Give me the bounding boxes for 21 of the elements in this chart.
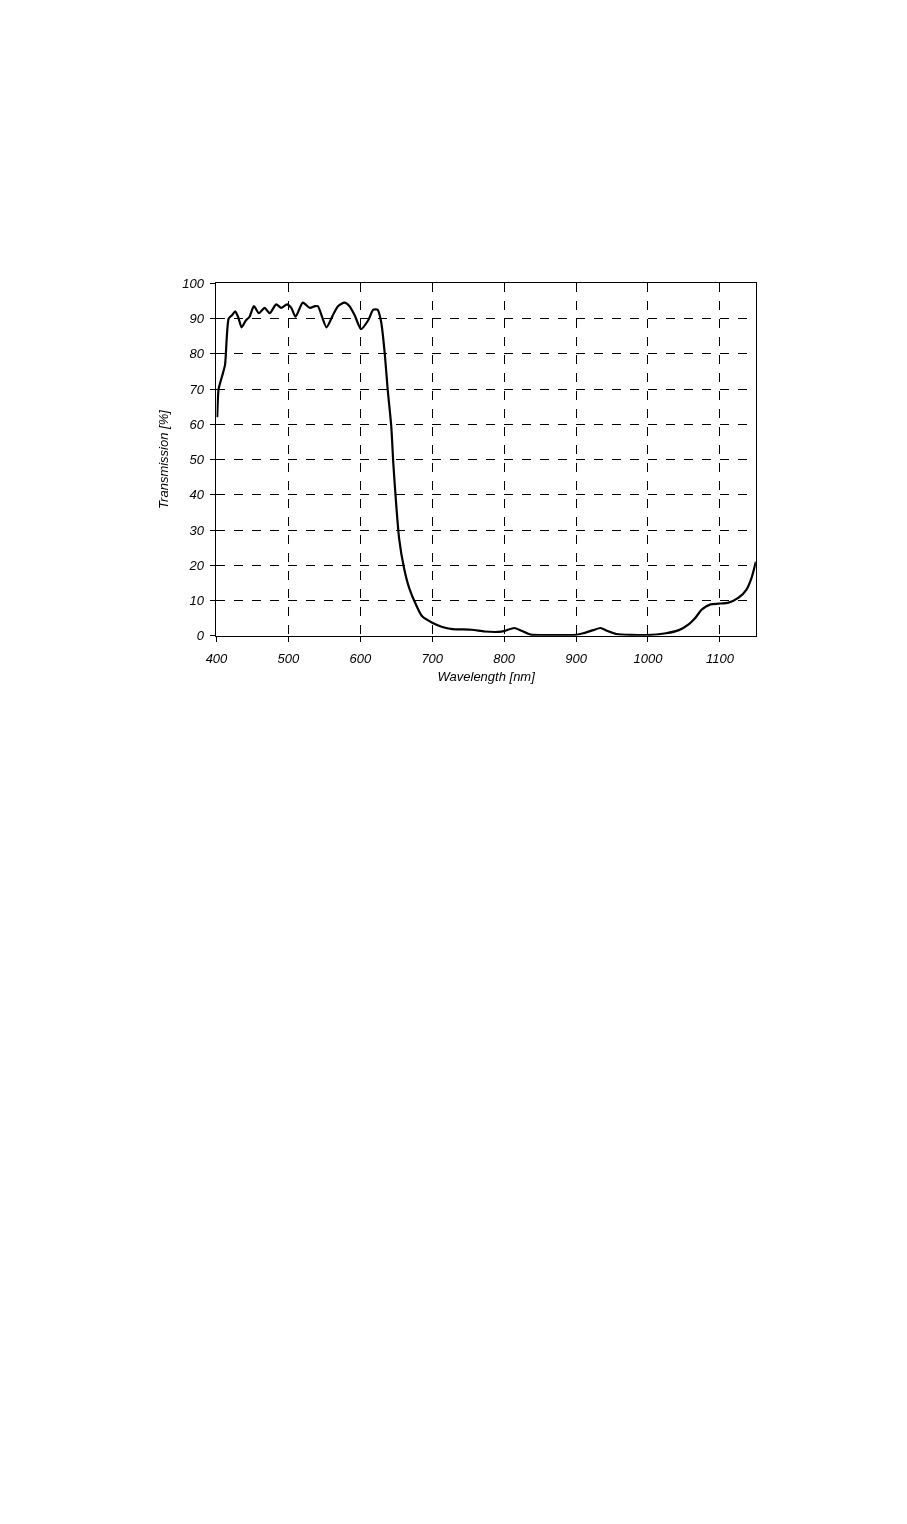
x-tick-label: 1000 — [633, 651, 664, 667]
y-tick-label: 70 — [189, 381, 205, 397]
x-tick-label: 500 — [277, 651, 301, 667]
x-tick-label: 400 — [205, 651, 229, 667]
x-tick-label: 800 — [493, 651, 516, 667]
y-tick-label: 100 — [182, 275, 205, 291]
y-tick-label: 80 — [189, 346, 205, 362]
y-tick-label: 90 — [189, 311, 205, 327]
x-tick-label: 600 — [349, 651, 372, 667]
y-tick-label: 0 — [196, 628, 205, 644]
y-tick-label: 40 — [189, 487, 205, 503]
x-tick-label: 1100 — [705, 651, 735, 667]
x-axis-title: Wavelength [nm] — [437, 668, 536, 684]
y-tick-label: 50 — [189, 452, 205, 468]
y-tick-label: 60 — [189, 416, 205, 432]
y-axis-title: Transmission [%] — [156, 409, 172, 509]
y-tick-label: 10 — [189, 593, 205, 609]
x-tick-label: 900 — [565, 651, 588, 667]
y-tick-label: 20 — [188, 557, 205, 573]
y-tick-label: 30 — [189, 522, 205, 538]
x-tick-label: 700 — [421, 651, 444, 667]
